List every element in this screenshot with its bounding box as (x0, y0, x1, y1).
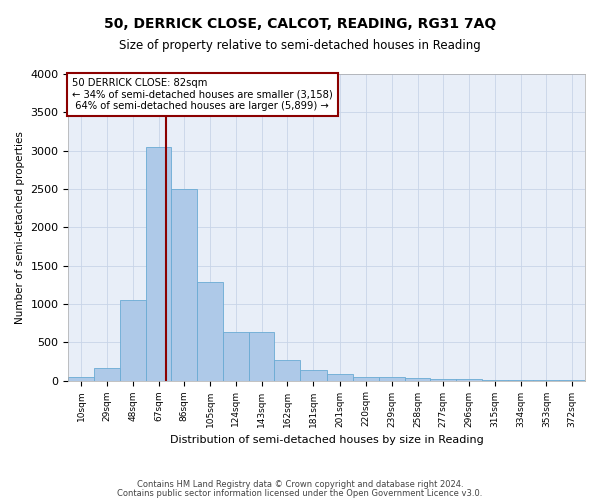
Text: 50, DERRICK CLOSE, CALCOT, READING, RG31 7AQ: 50, DERRICK CLOSE, CALCOT, READING, RG31… (104, 18, 496, 32)
Bar (94, 368, 120, 380)
Bar (223, 332, 249, 380)
Bar (379, 376, 404, 380)
Text: 50 DERRICK CLOSE: 82sqm
← 34% of semi-detached houses are smaller (3,158)
 64% o: 50 DERRICK CLOSE: 82sqm ← 34% of semi-de… (73, 78, 333, 111)
Bar (430, 378, 456, 380)
Bar (120, 300, 146, 380)
Text: Contains public sector information licensed under the Open Government Licence v3: Contains public sector information licen… (118, 488, 482, 498)
Text: Size of property relative to semi-detached houses in Reading: Size of property relative to semi-detach… (119, 39, 481, 52)
Bar (172, 189, 197, 380)
Bar (274, 360, 300, 380)
Bar (328, 374, 353, 380)
Bar (353, 376, 379, 380)
Bar (249, 332, 274, 380)
Bar (197, 282, 223, 380)
Bar (404, 378, 430, 380)
Bar (68, 376, 94, 380)
Bar (146, 147, 172, 380)
Bar (300, 370, 328, 380)
X-axis label: Distribution of semi-detached houses by size in Reading: Distribution of semi-detached houses by … (170, 435, 484, 445)
Y-axis label: Number of semi-detached properties: Number of semi-detached properties (15, 131, 25, 324)
Text: Contains HM Land Registry data © Crown copyright and database right 2024.: Contains HM Land Registry data © Crown c… (137, 480, 463, 489)
